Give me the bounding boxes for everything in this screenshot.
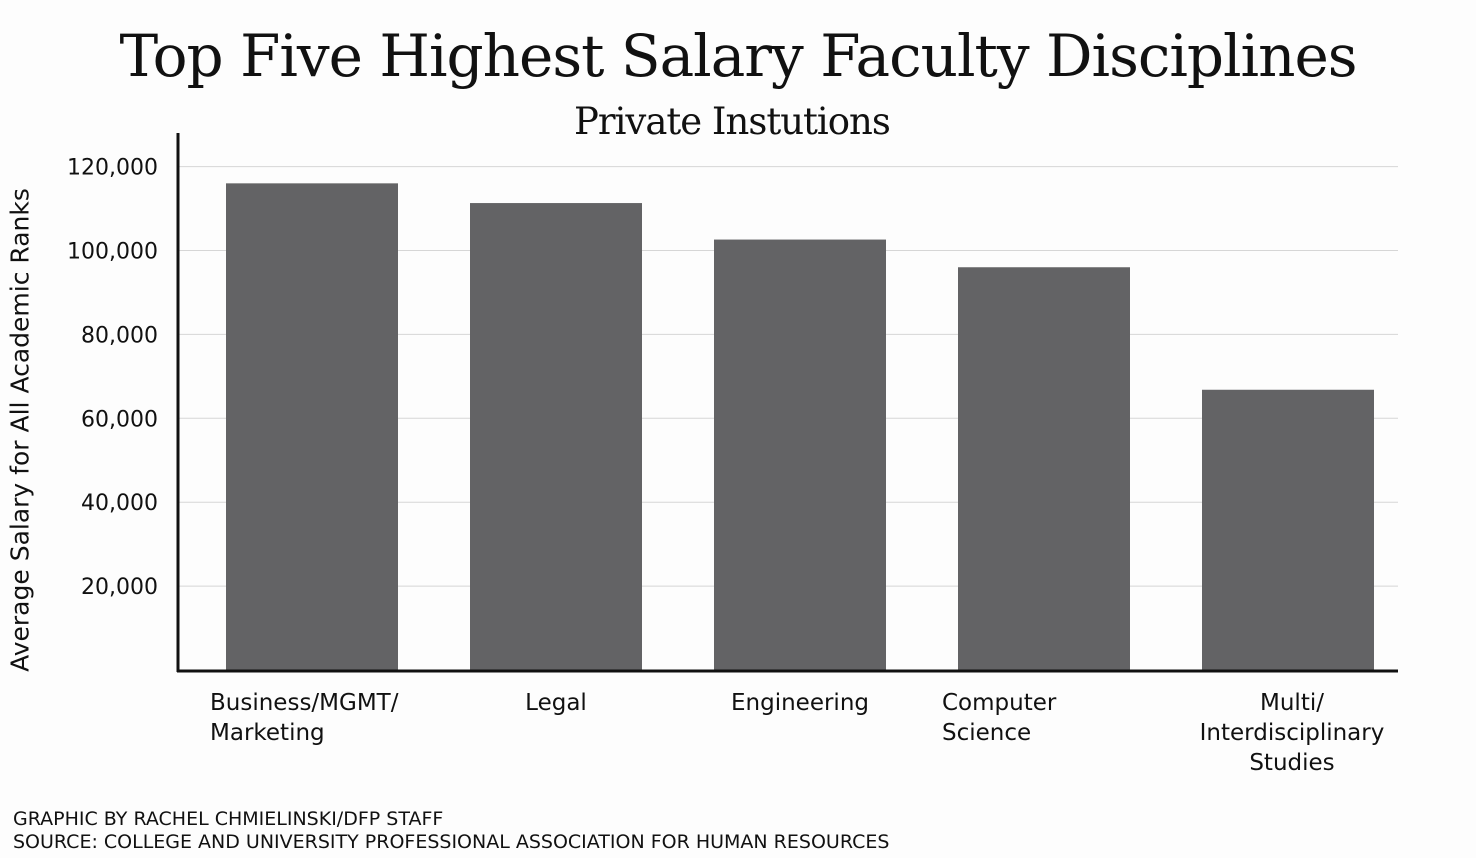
bar <box>958 267 1130 670</box>
x-tick-label-line: Engineering <box>731 690 869 716</box>
bar <box>470 203 642 671</box>
y-tick-label: 80,000 <box>81 323 158 348</box>
y-tick-label: 120,000 <box>67 156 158 181</box>
x-tick-label-line: Science <box>942 720 1031 746</box>
bar <box>714 239 886 670</box>
x-tick-label-line: Computer <box>942 690 1057 716</box>
x-tick-label-line: Legal <box>525 690 587 716</box>
y-tick-label: 40,000 <box>81 491 158 516</box>
x-tick-label-line: Business/MGMT/ <box>210 690 399 716</box>
x-tick-label-line: Marketing <box>210 720 325 746</box>
chart-subtitle: Private Instutions <box>574 100 891 143</box>
y-tick-label: 60,000 <box>81 407 158 432</box>
bar <box>226 183 398 670</box>
y-tick-label: 100,000 <box>67 239 158 264</box>
x-tick-label-line: Studies <box>1249 750 1334 776</box>
bar <box>1202 389 1374 670</box>
x-tick-label: Legal <box>525 690 587 716</box>
x-tick-label-line: Interdisciplinary <box>1200 720 1385 746</box>
x-tick-label: Computer Science <box>942 690 1057 746</box>
x-tick-label: Engineering <box>731 690 869 716</box>
chart-title: Top Five Highest Salary Faculty Discipli… <box>119 22 1357 90</box>
graphic-credit: GRAPHIC BY RACHEL CHMIELINSKI/DFP STAFF <box>13 808 444 830</box>
x-tick-label: Business/MGMT/Marketing <box>210 690 399 746</box>
x-tick-label: Multi/Interdisciplinary Studies <box>1200 690 1385 776</box>
source-credit: SOURCE: COLLEGE AND UNIVERSITY PROFESSIO… <box>13 831 890 853</box>
y-tick-label: 20,000 <box>81 575 158 600</box>
x-tick-label-line: Multi/ <box>1260 690 1324 716</box>
